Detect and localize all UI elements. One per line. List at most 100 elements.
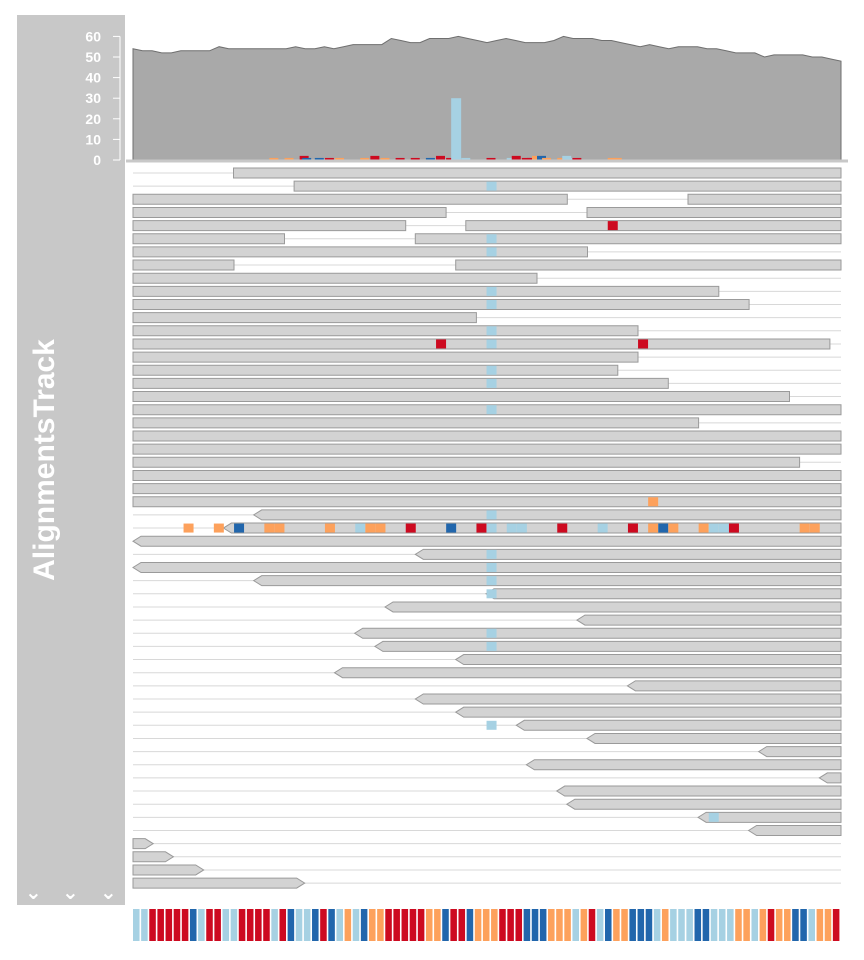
sequence-base	[279, 909, 287, 941]
read	[132, 391, 790, 403]
read	[132, 417, 700, 429]
sequence-base	[482, 909, 490, 941]
read-mismatch	[375, 523, 386, 533]
read	[414, 693, 842, 705]
coverage-mismatch-bar	[446, 157, 456, 160]
y-tick-label: 10	[85, 131, 101, 147]
sequence-base	[401, 909, 409, 941]
read-mismatch	[436, 339, 447, 349]
sequence-base	[556, 909, 563, 941]
sequence-base	[157, 909, 164, 941]
read-mismatch	[365, 523, 376, 533]
read	[132, 193, 568, 205]
read	[132, 864, 205, 876]
sequence-base	[735, 909, 742, 941]
sequence-base	[377, 909, 384, 941]
sequence-base	[645, 909, 653, 941]
sequence-base	[499, 909, 506, 941]
read-alignments	[132, 167, 842, 889]
sequence-base	[295, 909, 303, 941]
read	[757, 746, 842, 758]
coverage-axis: 0 10 20 30 40 50 60	[85, 28, 121, 168]
coverage-mismatch-bar	[425, 157, 435, 160]
y-tick-label: 40	[85, 70, 101, 86]
read-mismatch	[607, 221, 618, 231]
sequence-base	[133, 909, 140, 941]
coverage-mismatch-bar	[284, 157, 294, 160]
read-mismatch	[234, 523, 245, 533]
coverage-mismatch-bar	[537, 155, 546, 160]
read-mismatch	[486, 641, 497, 651]
read	[525, 759, 842, 771]
sequence-base	[751, 909, 759, 941]
read-mismatch	[486, 378, 497, 388]
read-mismatch	[213, 523, 224, 533]
coverage-mismatch-bar	[506, 157, 516, 160]
coverage-mismatch-bar	[521, 157, 531, 160]
read	[333, 667, 842, 679]
sequence-base	[718, 909, 726, 941]
read	[454, 706, 842, 718]
read	[454, 654, 842, 666]
read-mismatch	[486, 181, 497, 191]
read	[252, 575, 842, 587]
read-mismatch	[486, 339, 497, 349]
sequence-base	[727, 909, 734, 941]
sequence-base	[393, 909, 400, 941]
sequence-base	[238, 909, 246, 941]
sequence-base	[230, 909, 238, 941]
coverage-mismatch-bar	[557, 157, 567, 160]
chevron-down-icon[interactable]: ⌄	[25, 880, 42, 904]
sequence-base	[686, 909, 693, 941]
read	[132, 325, 639, 337]
read	[132, 338, 831, 350]
read	[414, 548, 842, 560]
track-title-panel	[17, 15, 125, 905]
coverage-mismatch-bar	[410, 157, 420, 160]
y-tick-label: 60	[85, 28, 101, 44]
sequence-base	[149, 909, 156, 941]
read-mismatch	[486, 326, 497, 336]
coverage-mismatch-bars	[126, 98, 848, 163]
read	[132, 285, 720, 297]
read	[132, 233, 285, 245]
read-mismatch	[486, 365, 497, 375]
read-mismatch	[355, 523, 366, 533]
sequence-base	[255, 909, 262, 941]
read	[132, 838, 155, 850]
read-mismatch	[486, 405, 497, 415]
read	[626, 680, 842, 692]
read	[132, 364, 619, 376]
sequence-base	[491, 909, 498, 941]
sequence-base	[784, 909, 791, 941]
read	[132, 220, 407, 232]
read-mismatch	[486, 510, 497, 520]
sequence-base	[141, 909, 148, 941]
coverage-mismatch-bar	[562, 155, 572, 160]
read-mismatch	[648, 497, 659, 507]
chevron-down-icon[interactable]: ⌄	[100, 880, 117, 904]
read-mismatch	[698, 523, 709, 533]
sequence-base	[434, 909, 441, 941]
read	[132, 430, 842, 442]
sequence-base	[572, 909, 579, 941]
sequence-base	[710, 909, 718, 941]
coverage-area-path	[132, 35, 842, 161]
sequence-base	[385, 909, 392, 941]
read-mismatch	[264, 523, 275, 533]
chevron-down-icon[interactable]: ⌄	[62, 880, 79, 904]
sequence-base	[474, 909, 482, 941]
read-mismatch	[557, 523, 568, 533]
read-mismatch	[516, 523, 527, 533]
sequence-base	[409, 909, 417, 941]
sequence-base	[800, 909, 807, 941]
read-mismatch	[708, 812, 719, 822]
read	[293, 180, 842, 192]
read-mismatch	[718, 523, 729, 533]
read	[132, 246, 588, 258]
read-mismatch	[597, 523, 608, 533]
read-mismatch	[486, 628, 497, 638]
sequence-base	[165, 909, 173, 941]
sequence-base	[263, 909, 270, 941]
